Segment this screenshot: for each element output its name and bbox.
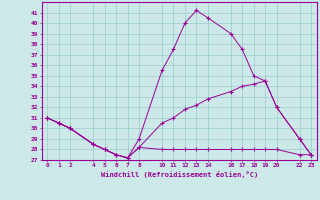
X-axis label: Windchill (Refroidissement éolien,°C): Windchill (Refroidissement éolien,°C) [100,171,258,178]
